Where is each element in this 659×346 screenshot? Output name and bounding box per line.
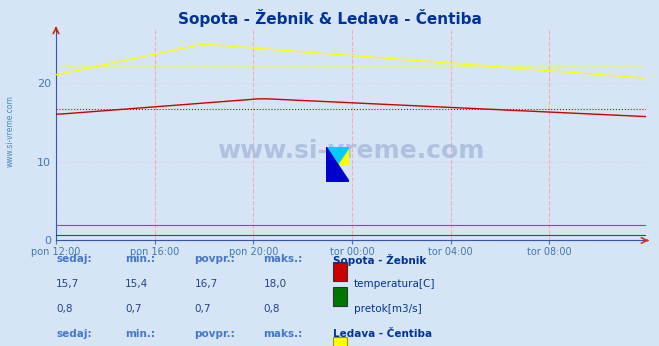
Text: sedaj:: sedaj: — [56, 329, 92, 339]
Text: sedaj:: sedaj: — [56, 254, 92, 264]
Text: maks.:: maks.: — [264, 254, 303, 264]
Text: temperatura[C]: temperatura[C] — [354, 279, 436, 289]
Text: www.si-vreme.com: www.si-vreme.com — [5, 95, 14, 167]
Text: 18,0: 18,0 — [264, 279, 287, 289]
Text: povpr.:: povpr.: — [194, 254, 235, 264]
Polygon shape — [326, 147, 349, 182]
Text: 0,7: 0,7 — [194, 304, 211, 314]
Text: min.:: min.: — [125, 254, 156, 264]
Text: www.si-vreme.com: www.si-vreme.com — [217, 139, 484, 163]
Text: pretok[m3/s]: pretok[m3/s] — [354, 304, 422, 314]
Text: 0,7: 0,7 — [125, 304, 142, 314]
Text: 16,7: 16,7 — [194, 279, 217, 289]
Text: 15,7: 15,7 — [56, 279, 79, 289]
Text: maks.:: maks.: — [264, 329, 303, 339]
Text: min.:: min.: — [125, 329, 156, 339]
Polygon shape — [326, 147, 349, 182]
Text: Sopota - Žebnik: Sopota - Žebnik — [333, 254, 426, 266]
Text: 0,8: 0,8 — [56, 304, 72, 314]
Text: 0,8: 0,8 — [264, 304, 280, 314]
Text: 15,4: 15,4 — [125, 279, 148, 289]
Text: Ledava - Čentiba: Ledava - Čentiba — [333, 329, 432, 339]
Text: Sopota - Žebnik & Ledava - Čentiba: Sopota - Žebnik & Ledava - Čentiba — [177, 9, 482, 27]
Text: povpr.:: povpr.: — [194, 329, 235, 339]
Polygon shape — [338, 147, 349, 164]
